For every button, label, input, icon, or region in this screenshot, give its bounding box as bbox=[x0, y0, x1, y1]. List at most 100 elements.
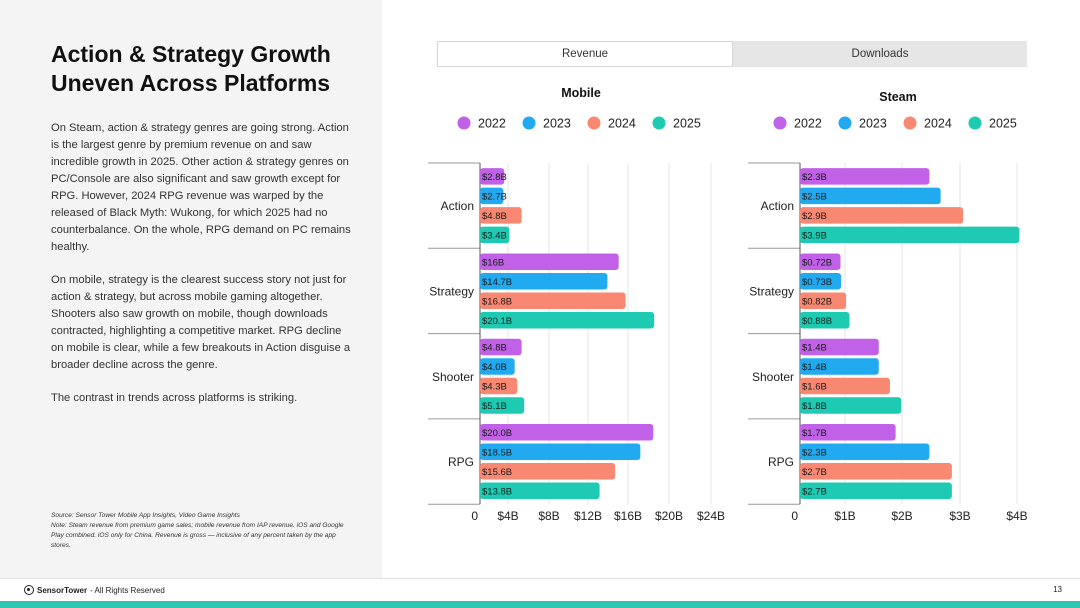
bar-rpg-2022 bbox=[800, 424, 896, 441]
chart-title: Steam bbox=[879, 90, 917, 104]
category-label: Action bbox=[441, 199, 474, 213]
tick-label: $12B bbox=[574, 509, 602, 523]
bar-action-2024 bbox=[480, 207, 522, 224]
paragraph-mobile: On mobile, strategy is the clearest succ… bbox=[51, 274, 351, 371]
legend-label-2023: 2023 bbox=[859, 117, 887, 131]
bar-value-label: $3.4B bbox=[482, 231, 507, 242]
category-label: Shooter bbox=[752, 370, 794, 384]
bar-value-label: $20.0B bbox=[482, 428, 512, 439]
source-line: Source: Sensor Tower Mobile App Insights… bbox=[51, 512, 240, 519]
legend-marker-2025 bbox=[652, 116, 666, 130]
tick-label: $4B bbox=[1006, 509, 1027, 523]
bar-value-label: $2.7B bbox=[802, 467, 827, 478]
bar-value-label: $2.8B bbox=[482, 172, 507, 183]
category-label: Shooter bbox=[432, 370, 474, 384]
source-note: Source: Sensor Tower Mobile App Insights… bbox=[51, 511, 351, 551]
paragraph-contrast: The contrast in trends across platforms … bbox=[51, 392, 298, 404]
bar-value-label: $2.7B bbox=[482, 192, 507, 203]
bar-value-label: $5.1B bbox=[482, 401, 507, 412]
bar-shooter-2023 bbox=[480, 358, 515, 375]
sensor-tower-logo-icon bbox=[24, 585, 34, 595]
bar-strategy-2025 bbox=[480, 311, 655, 329]
bar-strategy-2022 bbox=[480, 253, 619, 270]
bar-value-label: $2.3B bbox=[802, 172, 827, 183]
bar-value-label: $0.88B bbox=[802, 316, 832, 327]
bar-value-label: $4.8B bbox=[482, 211, 507, 222]
bar-value-label: $1.4B bbox=[802, 362, 827, 373]
bar-shooter-2022 bbox=[800, 338, 879, 356]
tab-revenue[interactable]: Revenue bbox=[437, 41, 733, 67]
tick-label: $16B bbox=[614, 509, 642, 523]
tick-label: 0 bbox=[791, 509, 798, 523]
legend-marker-2022 bbox=[457, 116, 471, 130]
bar-value-label: $2.7B bbox=[802, 486, 827, 497]
revenue-charts: Mobile 2022 2023 2024 2025 Action $2.8B $2.7B $4… bbox=[428, 86, 1028, 523]
bar-strategy-2025 bbox=[800, 311, 850, 329]
page-number: 13 bbox=[1053, 585, 1062, 594]
summary-text: On Steam, action & strategy genres are g… bbox=[51, 120, 356, 423]
legend-label-2024: 2024 bbox=[924, 117, 952, 131]
bar-action-2025 bbox=[480, 226, 510, 244]
bar-shooter-2024 bbox=[480, 377, 518, 395]
brand-name: SensorTower bbox=[37, 585, 88, 595]
tab-downloads[interactable]: Downloads bbox=[733, 41, 1027, 67]
tick-label: 0 bbox=[471, 509, 478, 523]
bar-value-label: $16B bbox=[482, 257, 504, 268]
bar-action-2023 bbox=[480, 187, 504, 205]
bar-shooter-2022 bbox=[480, 338, 522, 356]
legend-marker-2023 bbox=[522, 116, 536, 130]
bar-shooter-2024 bbox=[800, 377, 890, 395]
bar-value-label: $15.6B bbox=[482, 467, 512, 478]
bar-action-2024 bbox=[800, 207, 964, 224]
legend-label-2025: 2025 bbox=[989, 117, 1017, 131]
tick-label: $4B bbox=[497, 509, 518, 523]
tick-label: $2B bbox=[891, 509, 912, 523]
category-label: Strategy bbox=[429, 284, 474, 298]
bar-value-label: $14.7B bbox=[482, 277, 512, 288]
bar-action-2023 bbox=[800, 187, 941, 205]
bar-strategy-2024 bbox=[800, 292, 847, 309]
bar-value-label: $1.6B bbox=[802, 382, 827, 393]
note-line: Note: Steam revenue from premium game sa… bbox=[51, 522, 344, 549]
legend-marker-2025 bbox=[968, 116, 982, 130]
bar-value-label: $2.9B bbox=[802, 211, 827, 222]
bar-shooter-2025 bbox=[480, 397, 525, 414]
legend-label-2024: 2024 bbox=[608, 117, 636, 131]
bar-value-label: $0.82B bbox=[802, 296, 832, 307]
bar-value-label: $4.3B bbox=[482, 382, 507, 393]
metric-tabs: Revenue Downloads bbox=[437, 41, 1027, 67]
summary-panel bbox=[0, 0, 382, 578]
page-title: Action & Strategy Growth Uneven Across P… bbox=[51, 41, 331, 96]
bar-value-label: $2.5B bbox=[802, 192, 827, 203]
tick-label: $8B bbox=[538, 509, 559, 523]
category-label: Action bbox=[761, 199, 794, 213]
legend-marker-2024 bbox=[587, 116, 601, 130]
legend-label-2022: 2022 bbox=[794, 117, 822, 131]
category-label: Strategy bbox=[749, 284, 794, 298]
bar-strategy-2024 bbox=[480, 292, 626, 309]
rights-text: - All Rights Reserved bbox=[90, 585, 165, 595]
bar-shooter-2023 bbox=[800, 358, 879, 375]
bar-strategy-2022 bbox=[800, 253, 841, 270]
bar-rpg-2024 bbox=[800, 463, 952, 480]
tick-label: $1B bbox=[834, 509, 855, 523]
bar-strategy-2023 bbox=[800, 272, 842, 290]
bar-value-label: $2.3B bbox=[802, 447, 827, 458]
bar-value-label: $4.8B bbox=[482, 343, 507, 354]
bar-value-label: $3.9B bbox=[802, 231, 827, 242]
bar-value-label: $13.8B bbox=[482, 486, 512, 497]
bar-value-label: $1.7B bbox=[802, 428, 827, 439]
bar-rpg-2025 bbox=[800, 482, 952, 500]
bar-strategy-2023 bbox=[480, 272, 608, 290]
bar-value-label: $1.8B bbox=[802, 401, 827, 412]
chart-title: Mobile bbox=[561, 86, 601, 100]
bar-rpg-2024 bbox=[480, 463, 616, 480]
bar-action-2025 bbox=[800, 226, 1020, 244]
bar-value-label: $1.4B bbox=[802, 343, 827, 354]
bar-value-label: $16.8B bbox=[482, 296, 512, 307]
bar-value-label: $0.72B bbox=[802, 257, 832, 268]
bar-value-label: $18.5B bbox=[482, 447, 512, 458]
bar-rpg-2022 bbox=[480, 424, 654, 441]
bar-value-label: $0.73B bbox=[802, 277, 832, 288]
bar-value-label: $20.1B bbox=[482, 316, 512, 327]
